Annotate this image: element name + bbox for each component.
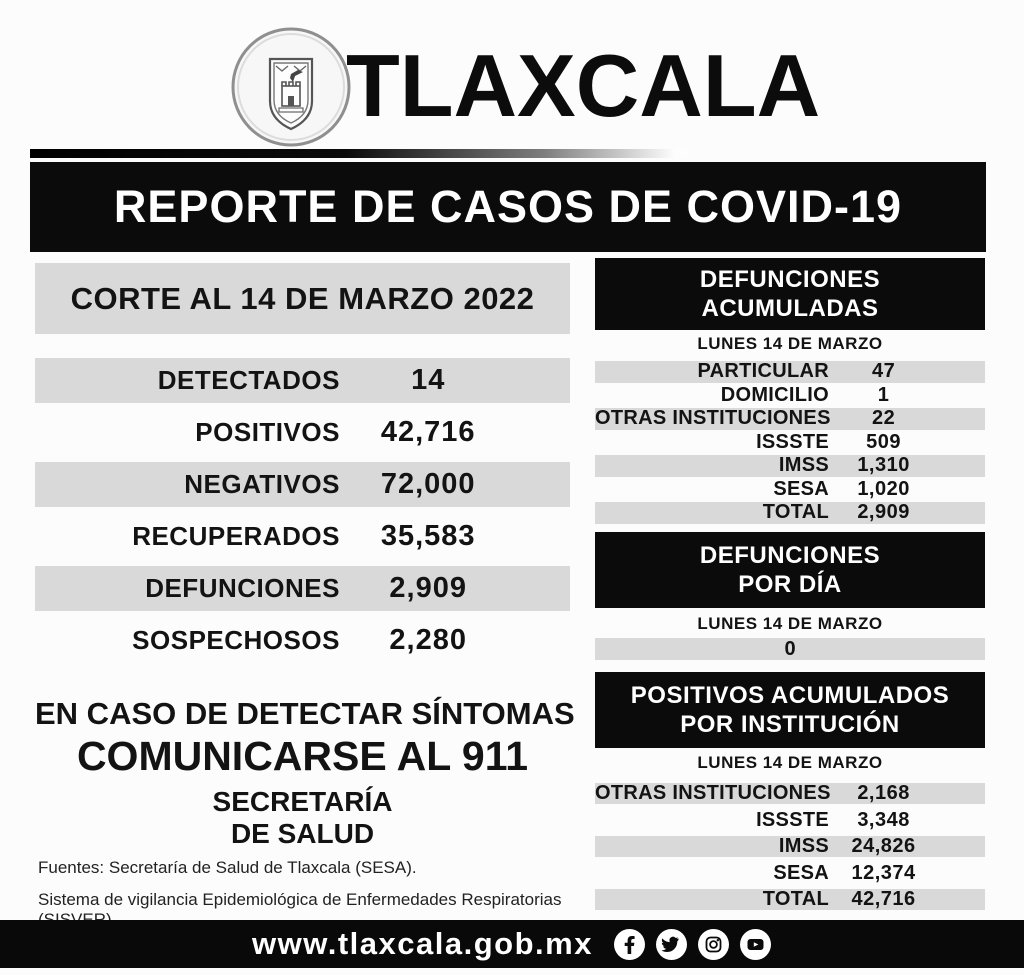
agency-line2: DE SALUD bbox=[230, 817, 375, 849]
row-value: 2,168 bbox=[857, 782, 910, 804]
row-label: IMSS bbox=[778, 454, 829, 477]
stat-row: DETECTADOS 14 bbox=[35, 358, 570, 403]
header-line2: POR INSTITUCIÓN bbox=[680, 711, 900, 738]
stat-label: DETECTADOS bbox=[157, 365, 340, 395]
cutoff-date-box: CORTE AL 14 DE MARZO 2022 bbox=[35, 263, 570, 334]
stat-label: POSITIVOS bbox=[195, 417, 340, 447]
table-row: OTRAS INSTITUCIONES 2,168 bbox=[595, 782, 985, 804]
row-value: 42,716 bbox=[851, 888, 916, 910]
row-label: ISSSTE bbox=[756, 808, 829, 831]
table-row: SESA 12,374 bbox=[595, 861, 985, 884]
symptoms-notice: EN CASO DE DETECTAR SÍNTOMAS bbox=[35, 696, 575, 731]
row-label: IMSS bbox=[778, 835, 829, 857]
row-label: SESA bbox=[773, 861, 829, 884]
row-value: 24,826 bbox=[851, 835, 916, 857]
row-label: TOTAL bbox=[762, 501, 829, 524]
row-value: 509 bbox=[866, 430, 902, 453]
positives-by-institution-date: LUNES 14 DE MARZO bbox=[697, 753, 883, 772]
stat-value: 42,716 bbox=[380, 416, 476, 448]
health-secretariat-label: SECRETARÍA DE SALUD bbox=[35, 786, 570, 850]
deaths-per-day-value: 0 bbox=[595, 638, 985, 660]
youtube-icon[interactable] bbox=[739, 928, 772, 961]
row-value: 12,374 bbox=[851, 861, 916, 884]
table-row: TOTAL 2,909 bbox=[595, 501, 985, 524]
table-row: SESA 1,020 bbox=[595, 477, 985, 501]
stat-value: 2,280 bbox=[389, 624, 467, 656]
agency-line1: SECRETARÍA bbox=[212, 786, 393, 817]
header-line2: ACUMULADAS bbox=[701, 295, 879, 322]
header-line1: POSITIVOS ACUMULADOS bbox=[630, 681, 950, 709]
gradient-divider bbox=[30, 149, 688, 158]
stat-row: NEGATIVOS 72,000 bbox=[35, 462, 570, 507]
footer-bar: www.tlaxcala.gob.mx bbox=[0, 920, 1024, 968]
stat-value: 72,000 bbox=[380, 468, 476, 500]
stat-value: 14 bbox=[411, 364, 446, 396]
call-911-notice: COMUNICARSE AL 911 bbox=[76, 733, 529, 779]
table-row: IMSS 1,310 bbox=[595, 454, 985, 477]
row-label: OTRAS INSTITUCIONES bbox=[595, 407, 831, 430]
stat-row: RECUPERADOS 35,583 bbox=[35, 514, 570, 559]
social-icons bbox=[613, 928, 772, 961]
row-value: 2,909 bbox=[857, 501, 910, 524]
row-label: TOTAL bbox=[762, 888, 829, 910]
stat-label: RECUPERADOS bbox=[132, 521, 340, 551]
row-value: 1,310 bbox=[857, 454, 910, 477]
deaths-accumulated-table: PARTICULAR 47 DOMICILIO 1 OTRAS INSTITUC… bbox=[595, 360, 985, 524]
stat-label: DEFUNCIONES bbox=[145, 573, 340, 603]
source-line-1: Fuentes: Secretaría de Salud de Tlaxcala… bbox=[38, 858, 417, 877]
row-label: SESA bbox=[773, 477, 829, 500]
header-line1: DEFUNCIONES bbox=[699, 541, 881, 569]
row-label: DOMICILIO bbox=[720, 383, 829, 406]
stat-row: POSITIVOS 42,716 bbox=[35, 410, 570, 455]
table-row: IMSS 24,826 bbox=[595, 835, 985, 857]
table-row: PARTICULAR 47 bbox=[595, 360, 985, 383]
row-value: 22 bbox=[871, 407, 896, 430]
brand-title: TLAXCALA bbox=[346, 36, 821, 135]
stat-label: NEGATIVOS bbox=[184, 469, 340, 499]
deaths-accumulated-date: LUNES 14 DE MARZO bbox=[697, 334, 883, 353]
twitter-icon[interactable] bbox=[655, 928, 688, 961]
row-value: 47 bbox=[871, 360, 896, 383]
website-link[interactable]: www.tlaxcala.gob.mx bbox=[252, 926, 593, 961]
deaths-accumulated-header: DEFUNCIONES ACUMULADAS bbox=[595, 258, 985, 330]
table-row: ISSSTE 3,348 bbox=[595, 808, 985, 831]
row-label: OTRAS INSTITUCIONES bbox=[595, 782, 831, 804]
stat-value: 35,583 bbox=[380, 520, 476, 552]
main-stats-table: DETECTADOS 14 POSITIVOS 42,716 NEGATIVOS… bbox=[35, 358, 570, 663]
table-row: ISSSTE 509 bbox=[595, 430, 985, 454]
stat-value: 2,909 bbox=[389, 572, 467, 604]
deaths-per-day-date: LUNES 14 DE MARZO bbox=[697, 614, 883, 633]
positives-by-institution-header: POSITIVOS ACUMULADOS POR INSTITUCIÓN bbox=[595, 672, 985, 748]
table-row: DOMICILIO 1 bbox=[595, 383, 985, 407]
header-line2: POR DÍA bbox=[738, 571, 842, 598]
deaths-per-day-header: DEFUNCIONES POR DÍA bbox=[595, 532, 985, 608]
stat-row: SOSPECHOSOS 2,280 bbox=[35, 618, 570, 663]
tlaxcala-crest-icon bbox=[230, 26, 352, 148]
row-label: ISSSTE bbox=[756, 430, 829, 453]
positives-by-institution-table: OTRAS INSTITUCIONES 2,168 ISSSTE 3,348 I… bbox=[595, 782, 985, 910]
table-row: TOTAL 42,716 bbox=[595, 888, 985, 910]
stat-row: DEFUNCIONES 2,909 bbox=[35, 566, 570, 611]
facebook-icon[interactable] bbox=[613, 928, 646, 961]
row-value: 1,020 bbox=[857, 477, 910, 500]
row-value: 1 bbox=[877, 383, 890, 406]
stat-label: SOSPECHOSOS bbox=[132, 625, 340, 655]
header-line1: DEFUNCIONES bbox=[699, 265, 881, 293]
row-label: PARTICULAR bbox=[697, 360, 829, 383]
instagram-icon[interactable] bbox=[697, 928, 730, 961]
report-banner: REPORTE DE CASOS DE COVID-19 bbox=[30, 162, 986, 252]
table-row: OTRAS INSTITUCIONES 22 bbox=[595, 407, 985, 430]
row-value: 3,348 bbox=[857, 808, 910, 831]
